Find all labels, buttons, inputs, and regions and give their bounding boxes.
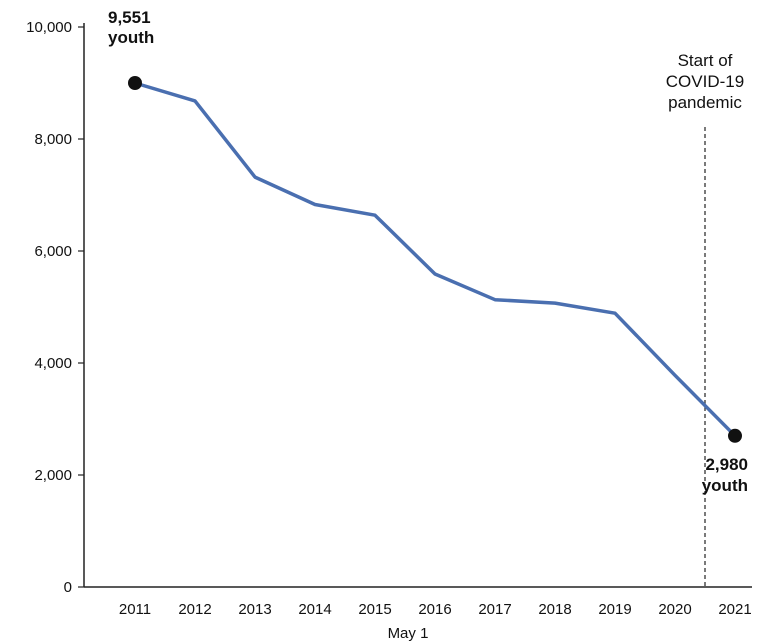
y-tick-label: 10,000 <box>26 19 72 36</box>
end-annotation-line: youth <box>702 476 748 495</box>
end-point <box>728 428 742 443</box>
pandemic-marker: Start of COVID-19 pandemic <box>666 51 744 587</box>
x-tick-label: 2017 <box>478 601 511 618</box>
pandemic-label-line: COVID-19 <box>666 72 744 91</box>
series-polyline <box>134 81 737 438</box>
x-tick-label: 2014 <box>298 601 331 618</box>
y-tick-label: 4,000 <box>34 355 72 372</box>
x-tick-label: 2011 <box>119 601 151 618</box>
end-annotation-line: 2,980 <box>705 455 748 474</box>
x-tick-label: 2018 <box>538 601 571 618</box>
start-annotation-line: 9,551 <box>108 8 151 27</box>
start-annotation-line: youth <box>108 28 154 47</box>
series-line <box>134 81 737 438</box>
y-tick-label: 0 <box>64 579 72 596</box>
x-tick-label: 2015 <box>358 601 391 618</box>
y-tick-label: 2,000 <box>34 467 72 484</box>
x-axis-ticks: 2011 2012 2013 2014 2015 2016 2017 2018 2019 2020… <box>119 601 752 618</box>
pandemic-label-line: Start of <box>678 51 733 70</box>
y-axis-ticks: 0 2,000 4,000 6,000 8,000 10,000 <box>26 19 84 596</box>
y-tick-label: 8,000 <box>34 131 72 148</box>
endpoint-markers <box>128 76 742 443</box>
axes <box>83 23 752 588</box>
x-tick-label: 2016 <box>418 601 451 618</box>
y-tick-label: 6,000 <box>34 243 72 260</box>
x-axis-label: May 1 <box>388 625 429 642</box>
pandemic-label-line: pandemic <box>668 93 742 112</box>
x-tick-label: 2013 <box>238 601 271 618</box>
x-tick-label: 2019 <box>598 601 631 618</box>
start-point <box>128 76 142 90</box>
x-tick-label: 2012 <box>178 601 211 618</box>
x-tick-label: 2020 <box>658 601 691 618</box>
x-tick-label: 2021 <box>718 601 751 618</box>
